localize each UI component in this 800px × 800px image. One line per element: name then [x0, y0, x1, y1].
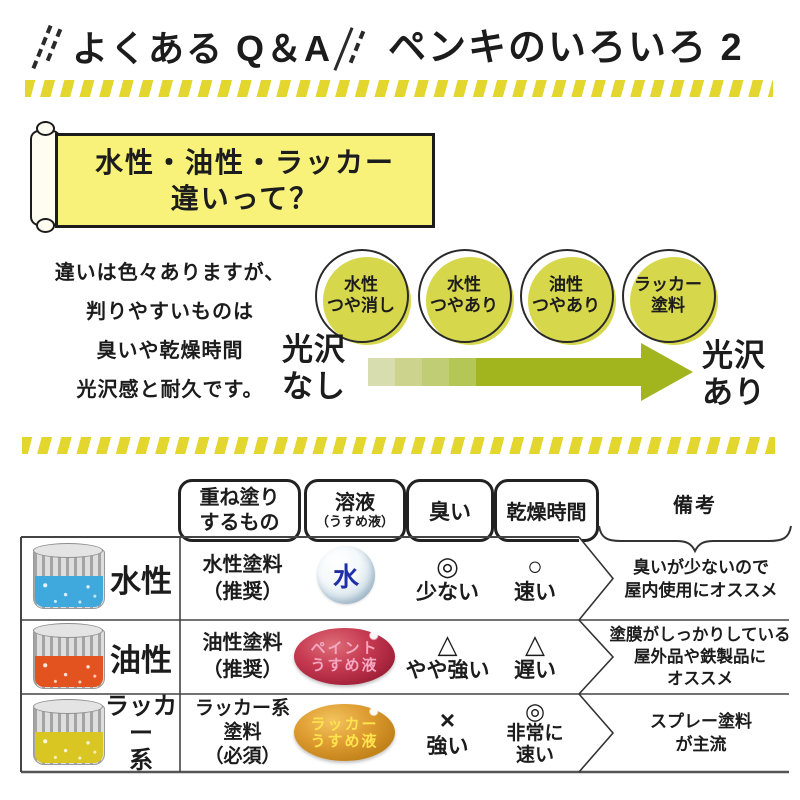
- can-liquid-red: [35, 655, 103, 687]
- circle-symbol: ○: [527, 550, 543, 581]
- header-badge: よくある Q＆A: [72, 28, 333, 69]
- gloss-none-label: 光沢 なし: [282, 332, 346, 404]
- scroll-nub-top: [36, 121, 55, 136]
- circle-label: ラッカー 塗料: [634, 275, 702, 315]
- drytime-text: 速い: [514, 580, 556, 604]
- circle-label: 油性 つやあり: [532, 275, 600, 315]
- smell-cell-lacquer: × 強い: [400, 694, 495, 772]
- drytime-cell-lacquer: ◎ 非常に 速い: [492, 694, 578, 772]
- double-circle-symbol: ◎: [524, 697, 546, 724]
- gloss-gradient-arrow: [368, 343, 693, 401]
- row-type-water: 水性: [110, 564, 172, 599]
- question-banner: 水性・油性・ラッカー 違いって？: [55, 133, 435, 228]
- paint-can-icon-water: [33, 543, 105, 609]
- slash-mark: [31, 24, 53, 70]
- double-circle-symbol: ◎: [436, 550, 459, 581]
- striped-divider-bottom: [22, 437, 775, 454]
- can-liquid-blue: [35, 575, 103, 607]
- column-header-smell: 臭い: [406, 479, 494, 542]
- can-liquid-yellow: [35, 731, 103, 763]
- circle-outline: [520, 249, 614, 343]
- triangle-symbol: △: [525, 629, 545, 659]
- gloss-circle-water-matte: 水性 つや消し: [315, 249, 412, 346]
- gloss-circle-water-glossy: 水性 つやあり: [418, 249, 515, 346]
- column-header-solvent: 溶液 （うすめ液）: [304, 479, 406, 542]
- circle-outline: [418, 249, 512, 343]
- can-body: [33, 629, 105, 689]
- drytime-text: 非常に 速い: [506, 722, 564, 766]
- can-body: [33, 705, 105, 765]
- table-grid: [20, 536, 789, 774]
- column-header-remarks: 備考: [673, 495, 717, 517]
- drytime-cell-oil: △ 遅い: [492, 620, 578, 694]
- recoat-cell-lacquer: ラッカー系 塗料 （必須）: [194, 698, 290, 767]
- remarks-water: 臭いが少ないので 屋内使用にオススメ: [624, 557, 778, 600]
- row-type-lacquer: ラッカー 系: [105, 692, 177, 774]
- gloss-full-label: 光沢 あり: [702, 338, 766, 410]
- circle-label: 水性 つや消し: [327, 275, 395, 315]
- can-rim: [33, 623, 103, 638]
- slash-mark: [348, 30, 366, 64]
- triangle-symbol: △: [437, 629, 458, 659]
- recoat-cell-water: 水性塗料 （推奨）: [202, 553, 283, 603]
- column-header-recoat: 重ね塗り するもの: [178, 479, 301, 542]
- can-rim: [33, 543, 103, 558]
- can-rim: [33, 699, 103, 714]
- smell-text: 強い: [426, 735, 469, 758]
- page-title: ペンキのいろいろ 2: [388, 27, 744, 69]
- striped-divider-top: [25, 80, 773, 97]
- underbrace: [598, 525, 792, 554]
- recoat-cell-oil: 油性塗料 （推奨）: [202, 632, 283, 681]
- smell-cell-water: ◎ 少ない: [400, 537, 495, 620]
- remarks-oil: 塗膜がしっかりしている 屋外品や鉄製品に オススメ: [609, 626, 791, 688]
- smell-text: 少ない: [416, 580, 479, 604]
- paint-can-icon-oil: [33, 623, 105, 689]
- intro-text: 違いは色々ありますが、 判りやすいものは 臭いや乾燥時間 光沢感と耐久です。: [54, 262, 286, 401]
- circle-outline: [622, 249, 716, 343]
- solvent-header-line1: 溶液: [335, 492, 375, 514]
- can-body: [33, 549, 105, 609]
- solvent-header-line2: （うすめ液）: [315, 514, 394, 529]
- circle-outline: [315, 249, 409, 343]
- remarks-lacquer: スプレー塗料 が主流: [650, 712, 752, 754]
- smell-cell-oil: △ やや強い: [400, 620, 495, 694]
- row-type-oil: 油性: [110, 642, 172, 678]
- water-droplet-icon: 水: [317, 546, 375, 604]
- scroll-nub-bottom: [36, 218, 55, 233]
- gloss-circle-oil-glossy: 油性 つやあり: [520, 249, 617, 346]
- column-header-drytime: 乾燥時間: [494, 479, 599, 542]
- slash-mark: [333, 27, 354, 71]
- gloss-circle-lacquer: ラッカー 塗料: [622, 249, 719, 346]
- lacquer-thinner-blob-icon: ラッカー うすめ液: [294, 704, 395, 761]
- smell-text: やや強い: [405, 659, 490, 682]
- drytime-cell-water: ○ 速い: [492, 537, 578, 620]
- drytime-text: 遅い: [514, 659, 556, 682]
- circle-label: 水性 つやあり: [430, 275, 498, 315]
- paint-can-icon-lacquer: [33, 699, 105, 765]
- cross-symbol: ×: [439, 705, 456, 735]
- paint-thinner-blob-icon: ペイント うすめ液: [294, 628, 395, 685]
